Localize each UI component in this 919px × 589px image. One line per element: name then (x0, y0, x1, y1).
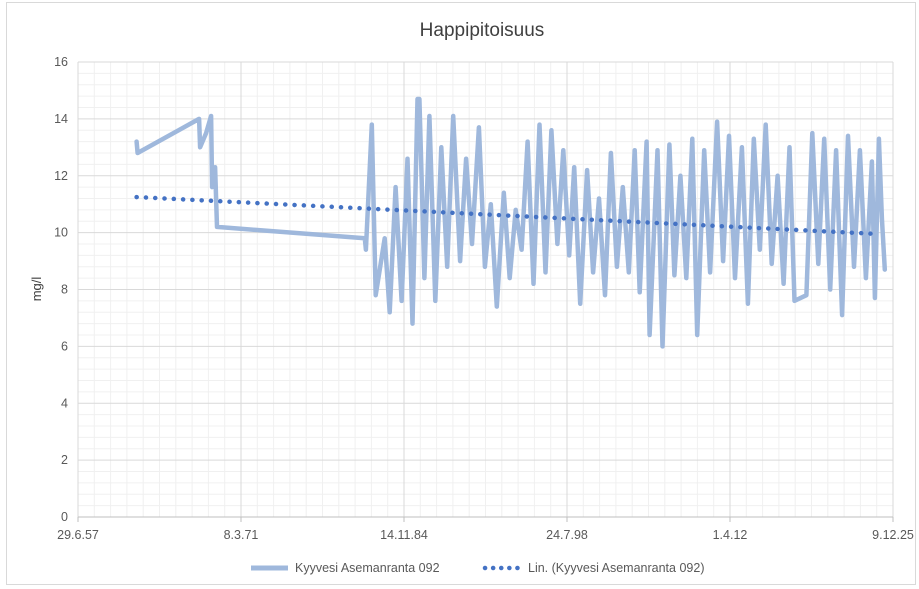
chart-frame (6, 2, 916, 585)
series-line-trend (134, 194, 882, 237)
y-axis-title: mg/l (29, 277, 44, 302)
legend-label-observed: Kyyvesi Asemanranta 092 (295, 561, 440, 575)
y-tick-label: 12 (54, 169, 68, 183)
x-tick-label: 1.4.12 (713, 528, 748, 542)
y-tick-label: 6 (61, 339, 68, 353)
x-tick-label: 9.12.25 (872, 528, 914, 542)
y-tick-label: 0 (61, 510, 68, 524)
axis-layer: 0 2 4 6 8 10 12 14 16 29.6.57 8.3.71 14.11.84 24.7.9… (54, 55, 914, 542)
y-tick-label: 4 (61, 396, 68, 410)
legend-label-trend: Lin. (Kyyvesi Asemanranta 092) (528, 561, 704, 575)
chart-title: Happipitoisuus (420, 20, 545, 41)
y-tick-label: 2 (61, 453, 68, 467)
series-line-observed (134, 96, 888, 349)
x-tick-label: 29.6.57 (57, 528, 99, 542)
legend: Kyyvesi Asemanranta 092 Lin. (Kyyvesi As… (251, 561, 704, 575)
x-tick-label: 14.11.84 (380, 528, 428, 542)
x-tick-label: 24.7.98 (546, 528, 588, 542)
y-tick-label: 16 (54, 55, 68, 69)
y-tick-label: 10 (54, 226, 68, 240)
y-tick-label: 8 (61, 283, 68, 297)
x-tick-label: 8.3.71 (224, 528, 259, 542)
y-tick-label: 14 (54, 112, 68, 126)
series-layer (134, 96, 888, 349)
